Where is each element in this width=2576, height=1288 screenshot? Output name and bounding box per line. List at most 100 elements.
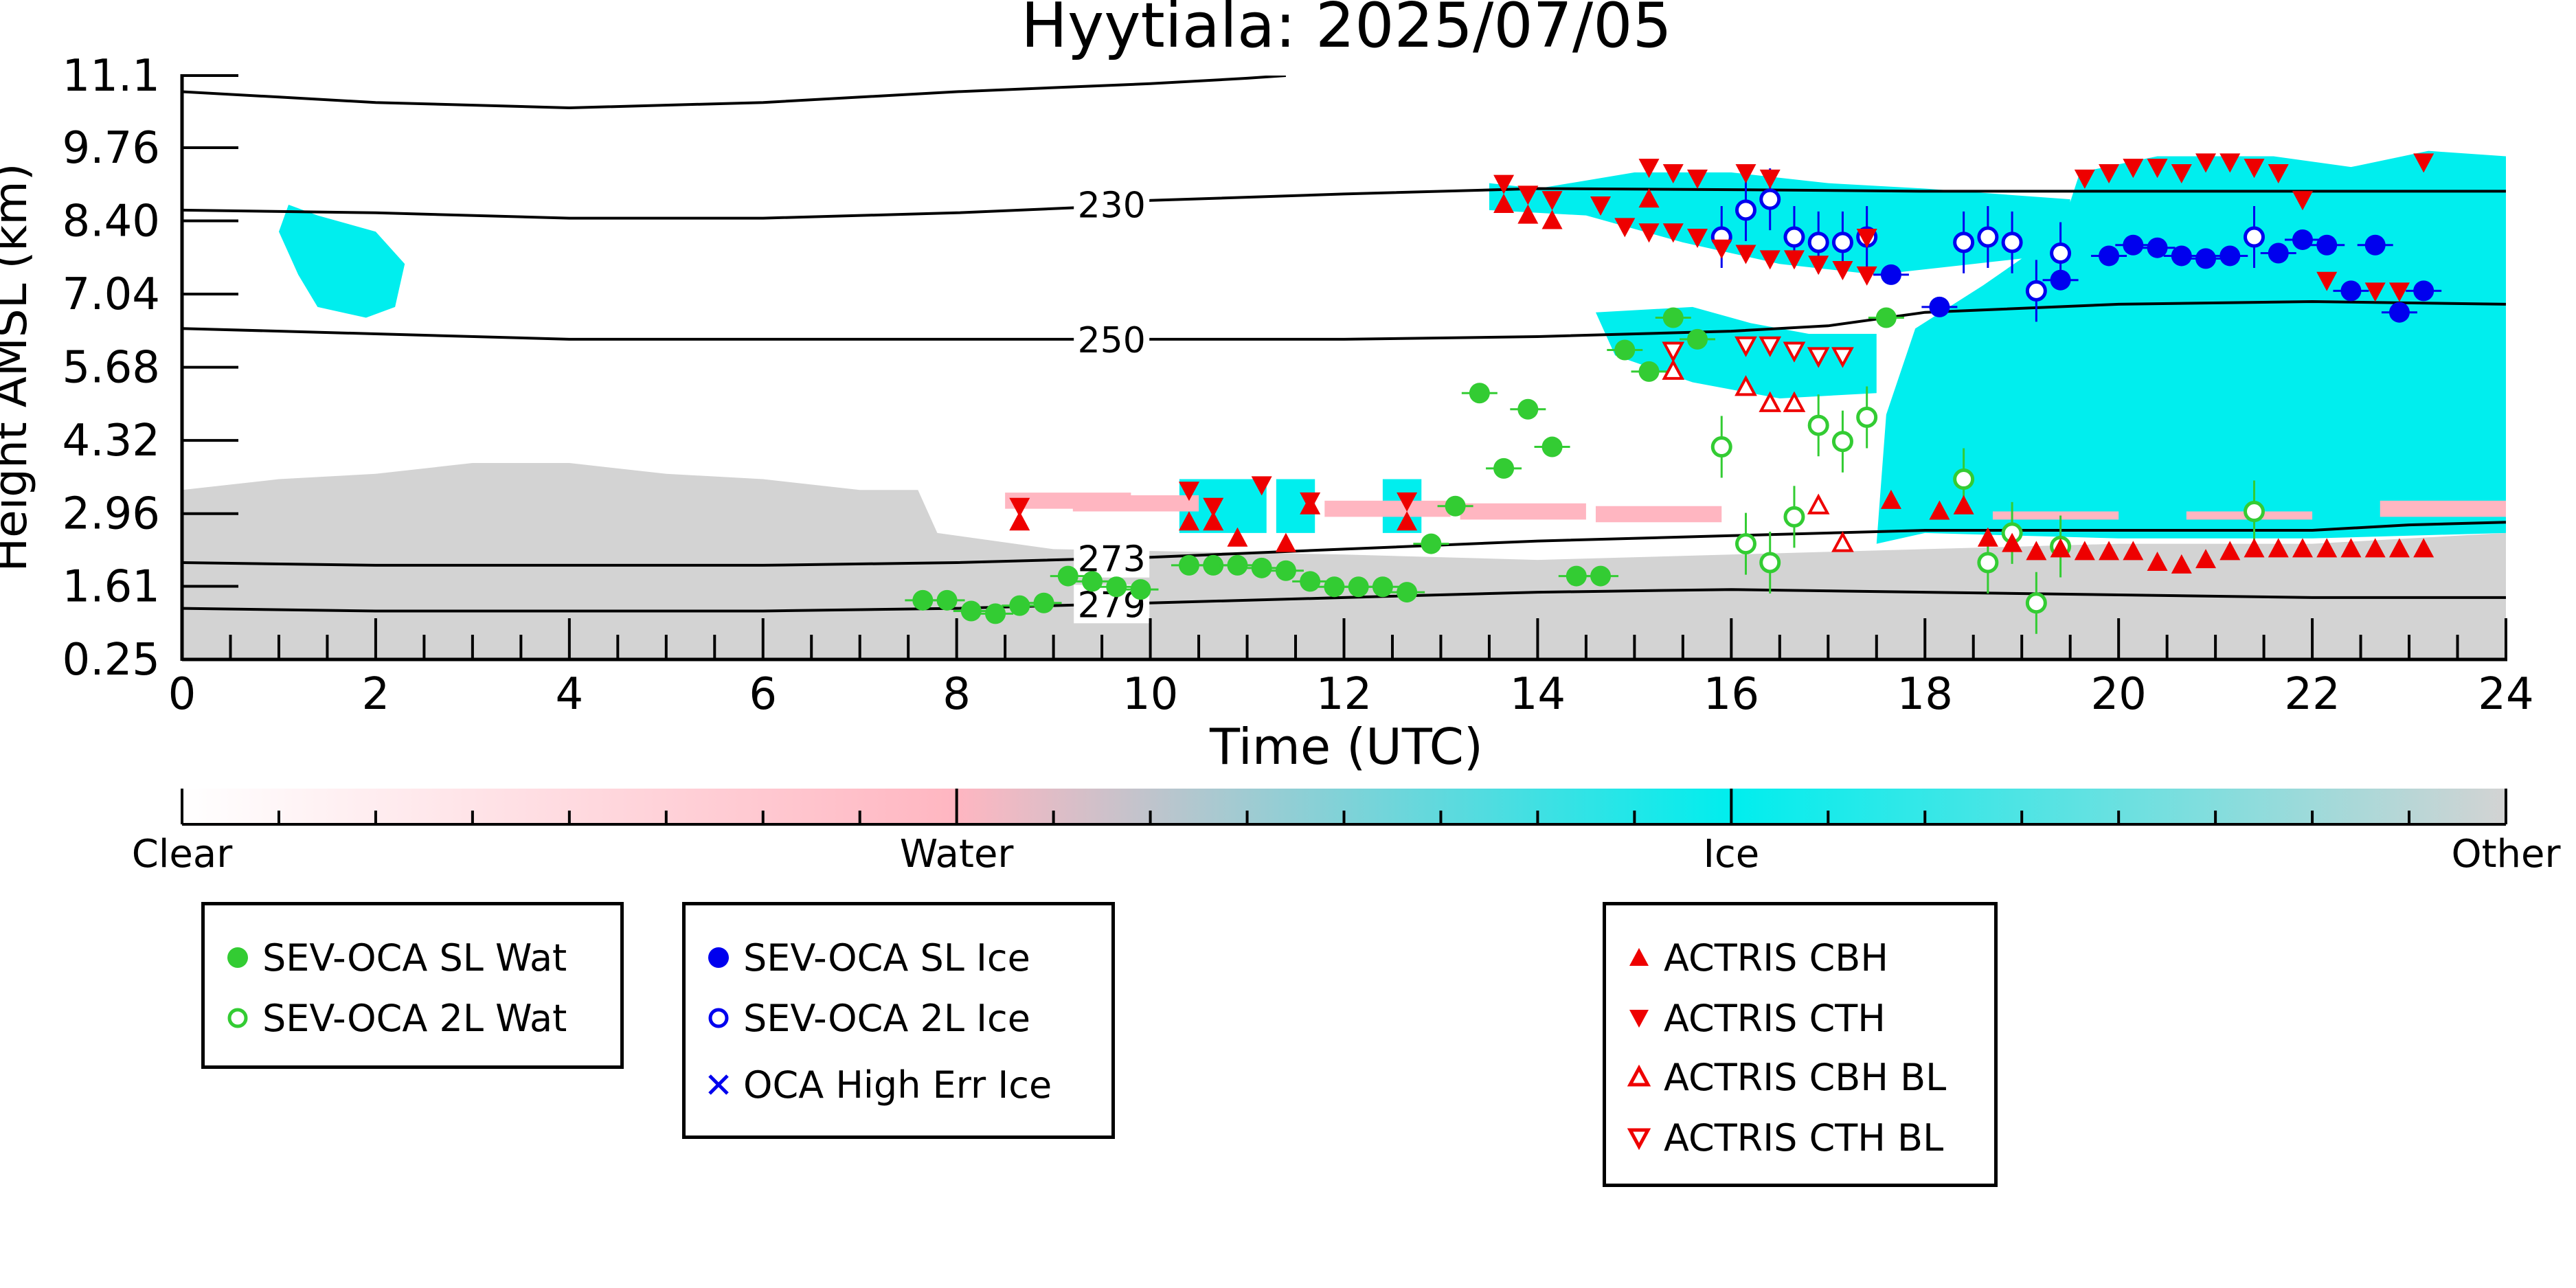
data-point — [1275, 532, 1296, 552]
data-point — [1929, 296, 1950, 317]
data-point — [1759, 391, 1782, 412]
legend-item-cbh-bl: ACTRIS CBH BL — [1606, 1050, 1946, 1105]
data-point — [1783, 250, 1805, 270]
data-point — [1807, 493, 1830, 515]
data-point — [1783, 506, 1805, 528]
data-point — [2147, 237, 2168, 258]
colorbar-label: Water — [900, 832, 1015, 877]
x-tick-label: 18 — [1897, 669, 1953, 720]
data-point — [1178, 511, 1199, 531]
data-point — [1082, 571, 1103, 592]
legend-item-cth: ACTRIS CTH — [1606, 991, 1886, 1046]
triangle-up-icon — [1629, 948, 1649, 966]
data-point — [1710, 436, 1732, 458]
data-point — [2171, 164, 2192, 184]
chart-title: Hyytiala: 2025/07/05 — [1021, 0, 1671, 62]
data-point — [1397, 582, 1418, 603]
colorbar-label: Ice — [1703, 832, 1759, 877]
legend-label: SEV-OCA 2L Wat — [262, 996, 567, 1040]
data-point — [1759, 250, 1781, 270]
open-circle-icon — [227, 1008, 248, 1028]
series-actris-cth — [1009, 153, 2434, 517]
data-point — [2340, 538, 2362, 558]
water-region — [1595, 506, 1722, 523]
data-point — [2099, 245, 2120, 267]
data-point — [2244, 159, 2265, 179]
data-point — [1831, 531, 1854, 552]
data-point — [1735, 336, 1757, 357]
data-point — [1735, 245, 1756, 264]
isotherm-label-bg — [1074, 319, 1150, 359]
data-point — [2364, 282, 2386, 302]
data-point — [1251, 476, 1272, 496]
open-circle-icon — [708, 1008, 729, 1028]
data-point — [2050, 242, 2072, 264]
x-tick-label: 10 — [1122, 669, 1178, 720]
isotherm-label: 230 — [1078, 185, 1146, 227]
data-point — [1421, 533, 1442, 554]
data-point — [1831, 431, 1853, 453]
y-tick-label: 9.76 — [63, 123, 161, 174]
marker-layer — [905, 153, 2442, 634]
series-actris-cbh-bl — [1662, 359, 1854, 552]
y-tick-label: 7.04 — [63, 269, 161, 320]
data-point — [2050, 538, 2071, 558]
water-region — [1324, 500, 1451, 517]
data-point — [1662, 307, 1684, 328]
y-tick-label: 5.68 — [63, 343, 161, 394]
data-point — [2099, 164, 2120, 184]
data-point — [1445, 495, 1466, 517]
data-point — [1686, 169, 1708, 189]
legend-label: ACTRIS CTH — [1664, 996, 1886, 1040]
data-point — [1831, 347, 1854, 368]
data-point — [1638, 223, 1660, 243]
legend-label: ACTRIS CBH BL — [1664, 1055, 1947, 1099]
legend-item-high-err: OCA High Err Ice — [686, 1057, 1052, 1112]
x-tick-label: 20 — [2090, 669, 2146, 720]
legend-label: OCA High Err Ice — [743, 1063, 1052, 1107]
data-point — [2123, 234, 2144, 256]
data-point — [1638, 188, 1660, 208]
isotherm-line — [182, 588, 2506, 613]
isotherm-line — [182, 300, 2506, 341]
data-point — [2316, 538, 2338, 558]
data-point — [2292, 191, 2313, 211]
x-mark-icon — [708, 1074, 729, 1095]
data-point — [1759, 336, 1782, 357]
data-point — [2244, 501, 2266, 523]
data-point — [1686, 328, 1708, 350]
series-actris-cth-bl — [1662, 336, 1854, 368]
legend-item-2l-wat: SEV-OCA 2L Wat — [205, 991, 567, 1046]
data-point — [2413, 280, 2434, 302]
series-sev-oca-sl-wat — [905, 307, 1904, 624]
data-point — [2292, 538, 2313, 558]
data-point — [1880, 489, 1901, 509]
ice-region — [1489, 172, 2070, 275]
ice-region — [1595, 306, 1877, 399]
data-point — [1203, 511, 1224, 531]
data-point — [1469, 383, 1490, 404]
data-point — [2316, 271, 2338, 291]
data-point — [2171, 245, 2192, 267]
data-point — [2413, 153, 2434, 173]
data-point — [2219, 153, 2241, 173]
data-point — [960, 600, 982, 622]
data-point — [2268, 538, 2289, 558]
data-point — [1735, 533, 1756, 555]
data-point — [1178, 554, 1199, 576]
triangle-down-open-icon — [1627, 1128, 1651, 1151]
filled-circle-icon — [708, 947, 729, 968]
y-tick-label: 1.61 — [63, 561, 161, 612]
colorbar-label: Other — [2451, 832, 2561, 877]
ice-region — [1876, 150, 2506, 544]
isotherm-label: 250 — [1078, 320, 1146, 361]
data-point — [1662, 164, 1684, 184]
data-point — [2147, 159, 2168, 179]
legend-label: ACTRIS CTH BL — [1664, 1116, 1944, 1160]
data-point — [1227, 554, 1248, 576]
data-point — [1807, 414, 1829, 436]
data-point — [2002, 532, 2023, 552]
water-region — [1992, 511, 2119, 520]
y-axis-label: Height AMSL (km) — [0, 163, 37, 572]
legend-ice: SEV-OCA SL Ice SEV-OCA 2L Ice OCA High E… — [682, 902, 1115, 1139]
